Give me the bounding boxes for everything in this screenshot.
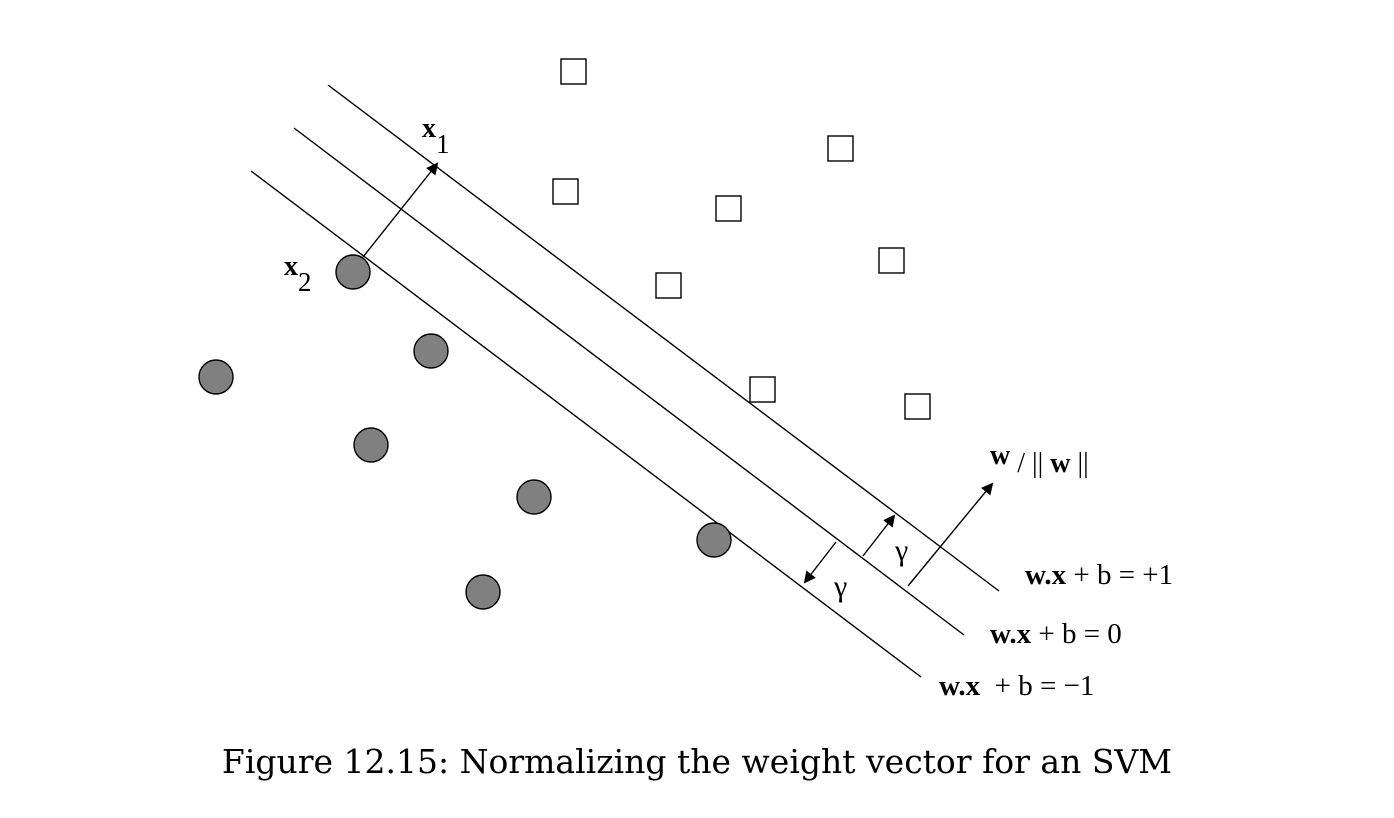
square-point: [904, 393, 931, 420]
square-point: [715, 195, 742, 222]
square-point: [560, 58, 587, 85]
x2-to-x1-arrow: [362, 162, 439, 258]
figure-caption: Figure 12.15: Normalizing the weight vec…: [221, 742, 1173, 781]
gamma-upper-arrow: [862, 514, 896, 557]
x1-label-base: x: [422, 113, 436, 144]
equation-plus1: w.x + b = +1: [1025, 559, 1173, 591]
w-label-mid: / ||: [1010, 448, 1050, 479]
circle-points: [198, 254, 732, 610]
equation-zero-rest: + b = 0: [1031, 618, 1122, 650]
equation-plus1-bold: w.x: [1025, 559, 1067, 591]
circle-point: [465, 574, 501, 610]
equation-zero: w.x + b = 0: [990, 618, 1122, 650]
equation-minus1: w.x + b = −1: [939, 670, 1094, 702]
equation-minus1-rest: + b = −1: [980, 670, 1094, 702]
w-label-end: ||: [1070, 448, 1088, 479]
x2-label-base: x: [284, 251, 298, 282]
gamma-lower-arrow: [803, 541, 837, 584]
x2-label: x2: [284, 251, 312, 297]
margin-line-minus1: [250, 170, 922, 678]
square-points: [552, 58, 931, 420]
x2-label-sub: 2: [298, 267, 312, 297]
square-point: [827, 135, 854, 162]
square-point: [655, 272, 682, 299]
w-label-bold: w: [990, 440, 1011, 471]
w-normal-arrow: [907, 482, 994, 587]
x1-label: x1: [422, 113, 450, 159]
circle-point: [335, 254, 371, 290]
equation-minus1-bold: w.x: [939, 670, 981, 702]
circle-point: [413, 333, 449, 369]
w-label-norm-bold: w: [1050, 448, 1071, 479]
circle-point: [516, 479, 552, 515]
circle-point: [353, 427, 389, 463]
hyperplane-line: [293, 127, 965, 636]
equation-plus1-rest: + b = +1: [1066, 559, 1173, 591]
gamma-lower-label: γ: [833, 570, 847, 603]
gamma-upper-label: γ: [894, 534, 908, 567]
circle-point: [198, 359, 234, 395]
margin-line-plus1: [327, 84, 1000, 592]
square-point: [749, 376, 776, 403]
equation-zero-bold: w.x: [990, 618, 1032, 650]
square-point: [878, 247, 905, 274]
circle-point: [696, 522, 732, 558]
w-normalized-label: w / || w ||: [990, 440, 1089, 479]
square-point: [552, 178, 579, 205]
x1-label-sub: 1: [436, 129, 450, 159]
